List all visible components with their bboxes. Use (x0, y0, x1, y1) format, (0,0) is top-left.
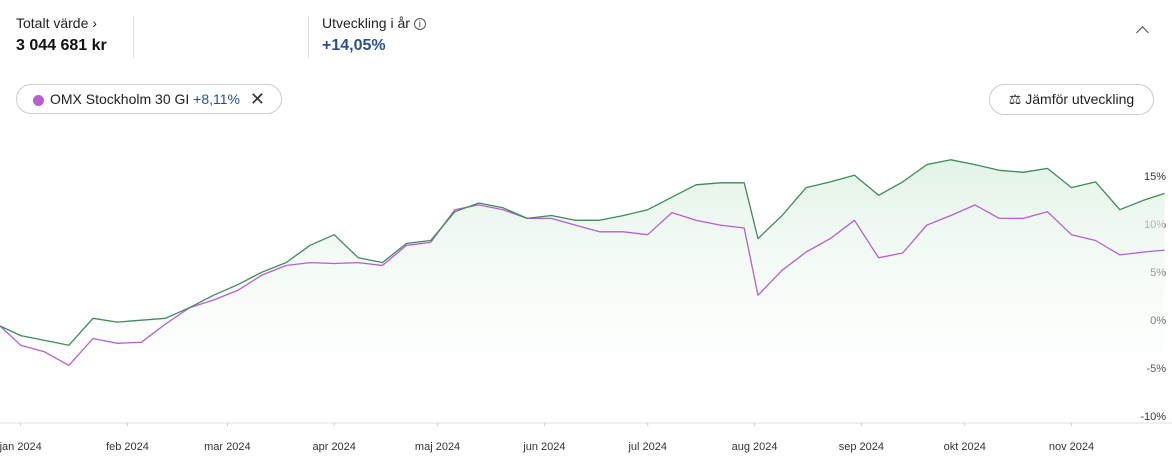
x-tick-label: jul 2024 (627, 441, 667, 453)
total-value: 3 044 681 kr (16, 37, 107, 54)
series-line (0, 159, 1165, 346)
compare-chip[interactable]: OMX Stockholm 30 GI +8,11% ✕ (16, 84, 282, 114)
divider (133, 16, 134, 58)
compare-button-text: Jämför utveckling (1025, 91, 1135, 107)
info-icon[interactable]: i (413, 18, 426, 31)
chip-close[interactable]: ✕ (249, 89, 265, 109)
total-label-text: Totalt värde (16, 15, 89, 31)
area (0, 159, 1165, 424)
scale-icon: ⚖ (1008, 91, 1022, 107)
x-tick-label: maj 2024 (415, 441, 460, 453)
x-tick-label: aug 2024 (732, 441, 778, 453)
x-tick-label: sep 2024 (839, 441, 884, 453)
x-tick-label: apr 2024 (312, 441, 355, 453)
chip-dot (33, 94, 44, 106)
compare-button[interactable]: ⚖ Jämför utveckling (989, 84, 1154, 115)
chip-change: +8,11% (193, 91, 241, 107)
total-label[interactable]: Totalt värde › (16, 15, 97, 31)
x-tick-label: jan 2024 (0, 441, 42, 453)
x-tick-label: jun 2024 (522, 441, 565, 453)
x-tick-label: mar 2024 (204, 441, 250, 453)
divider (308, 16, 309, 58)
chevron: › (92, 15, 97, 31)
chip-name: OMX Stockholm 30 GI (50, 91, 190, 107)
series-line (0, 204, 1165, 367)
change-label-text: Utveckling i år (322, 15, 410, 31)
x-tick-label: nov 2024 (1049, 441, 1094, 453)
change-value: +14,05% (322, 37, 386, 54)
x-tick-label: okt 2024 (944, 441, 986, 453)
x-tick-label: feb 2024 (106, 441, 149, 453)
y-tick-label: 15% (1144, 171, 1166, 183)
change-label: Utveckling i år i (322, 15, 426, 31)
